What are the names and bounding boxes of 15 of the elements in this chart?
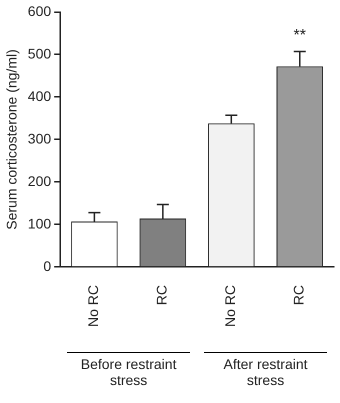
text: Before restraint stress [67, 352, 190, 388]
x-tick-label: No RC [85, 284, 102, 328]
text: After restraint stress [204, 352, 328, 388]
x-tick-label: No RC [222, 284, 238, 328]
x-tick-label: RC [154, 284, 170, 306]
y-tick-label: 500 [28, 45, 52, 62]
x-tick-label: RC [290, 284, 307, 306]
y-tick-label: 200 [28, 172, 52, 189]
y-axis-title: Serum corticosterone (ng/ml) [3, 49, 20, 230]
y-tick-label: 600 [28, 2, 52, 19]
y-tick-label: 400 [28, 88, 52, 104]
y-tick-label: 100 [28, 215, 52, 232]
y-tick-label: 300 [28, 130, 52, 146]
y-tick-label: 0 [43, 258, 52, 274]
annotation: ** [294, 26, 306, 44]
